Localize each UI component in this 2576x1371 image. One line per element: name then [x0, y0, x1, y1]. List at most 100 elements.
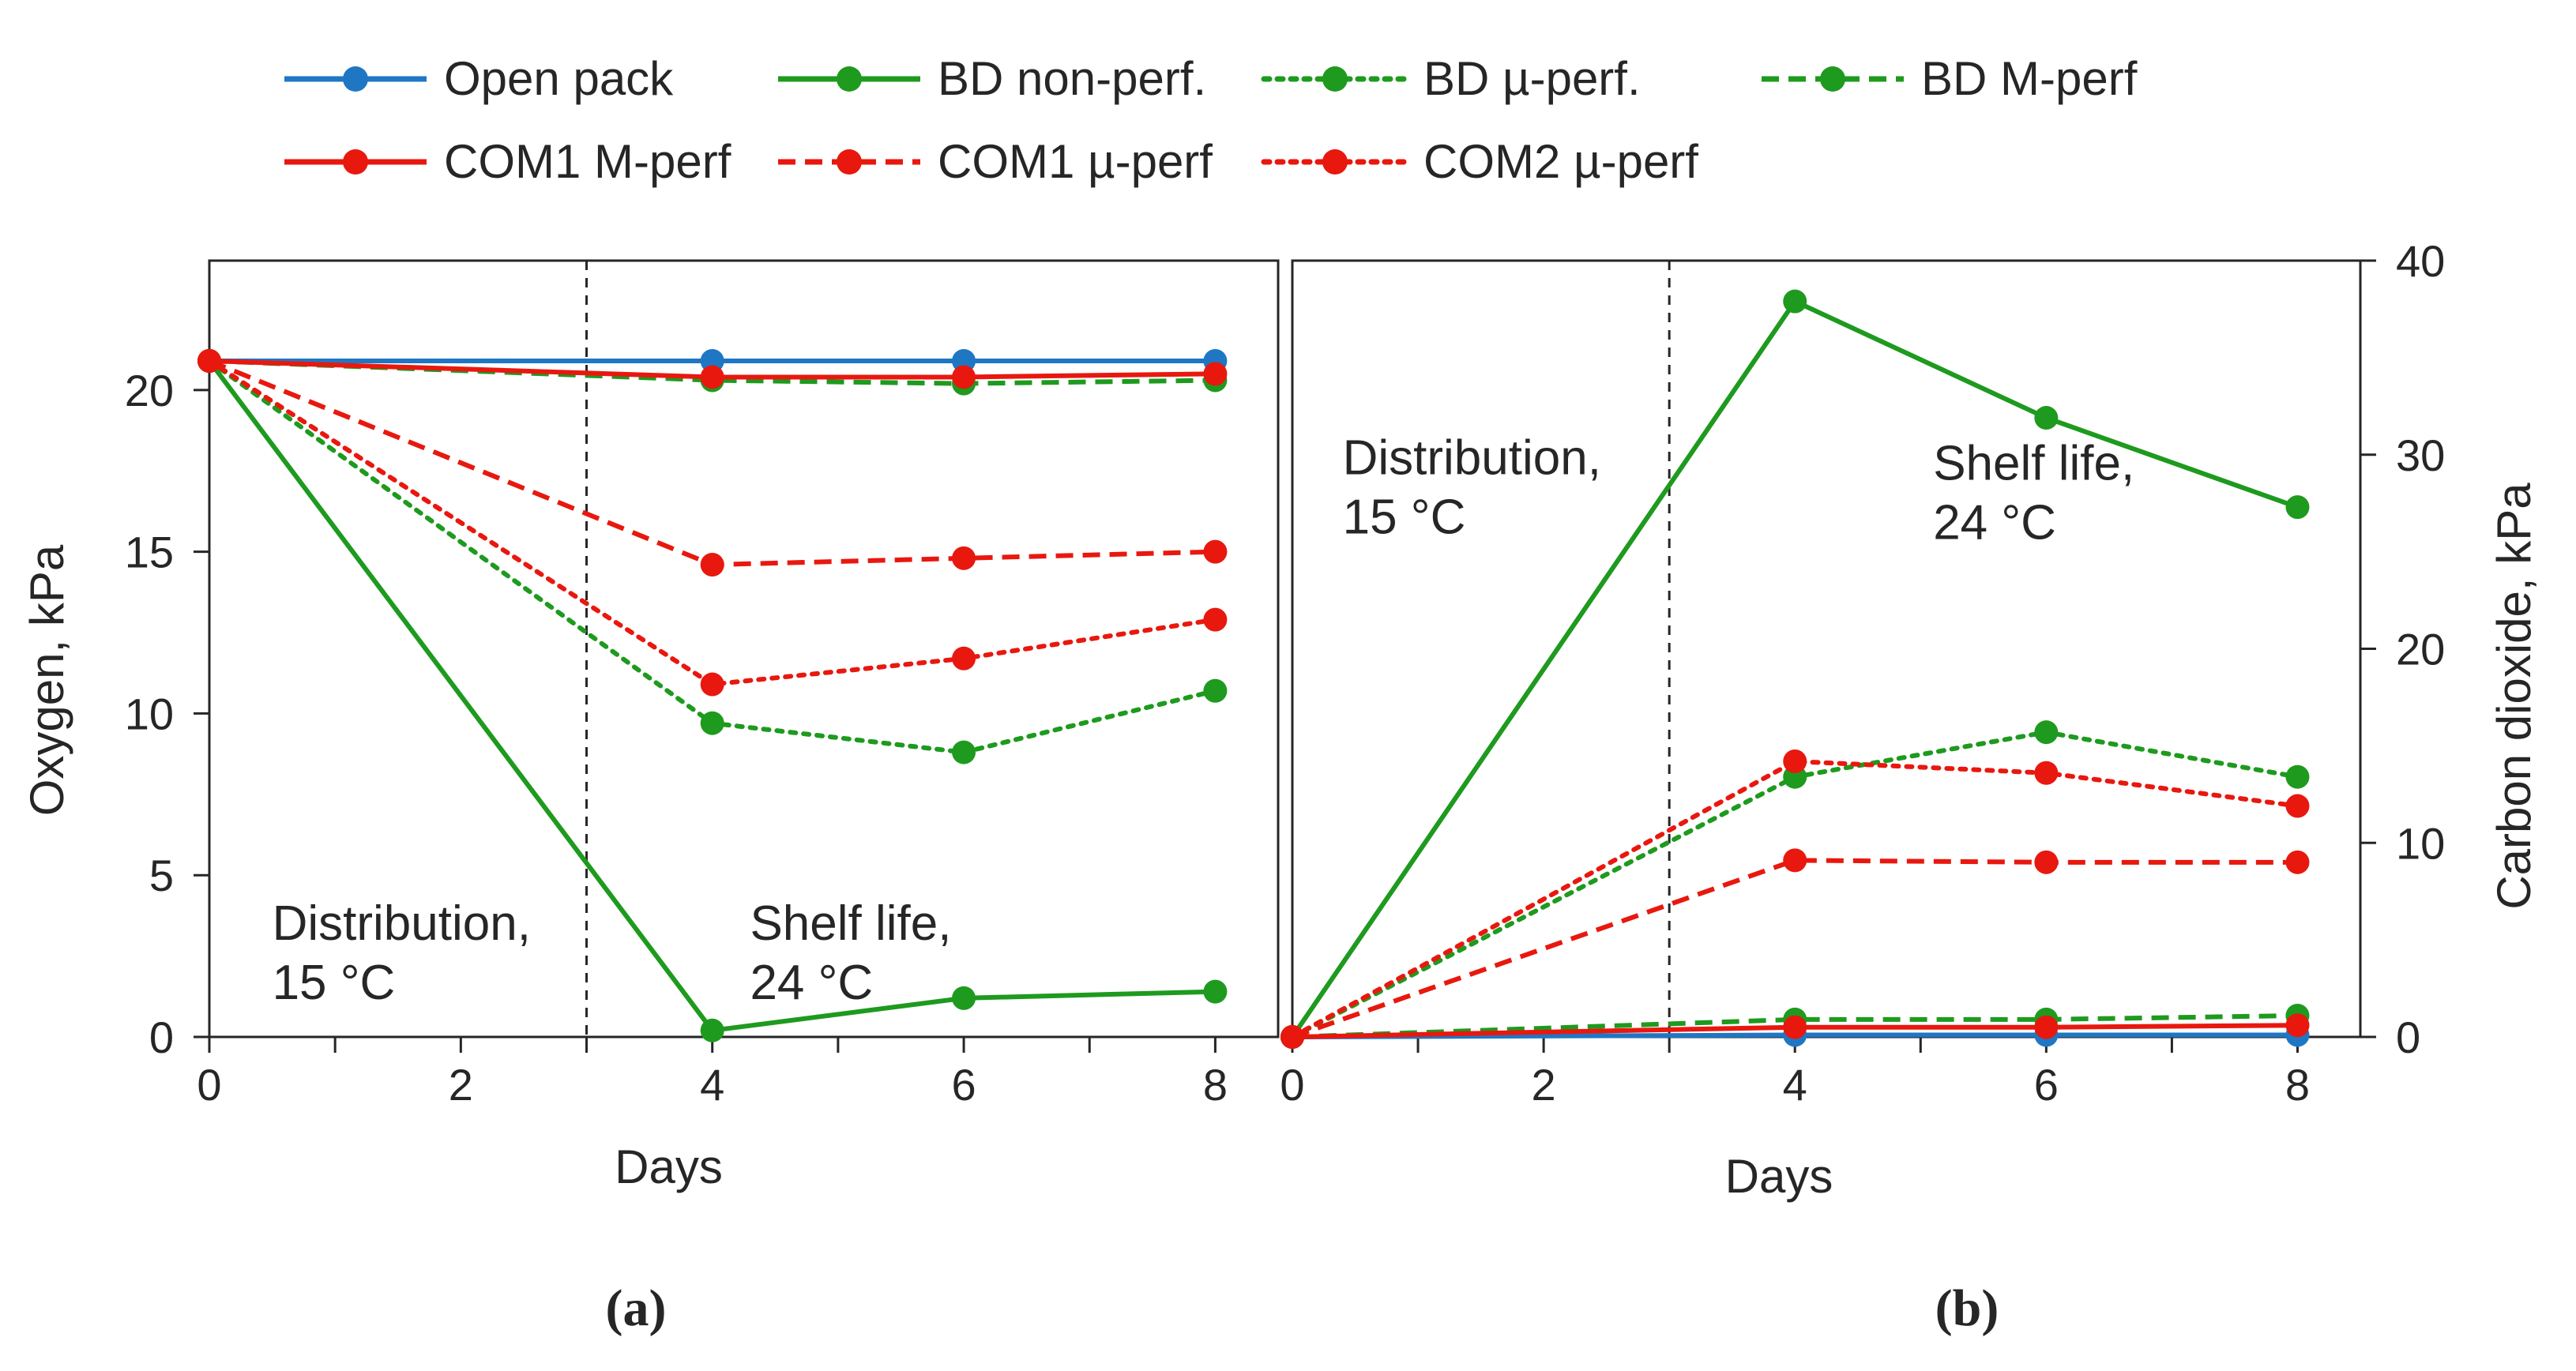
data-point [700, 672, 724, 697]
data-point [2285, 794, 2310, 818]
x-tick-label: 0 [197, 1060, 221, 1110]
annotation-distribution: Distribution,15 °C [1343, 430, 1601, 544]
y-tick-label: 30 [2396, 430, 2445, 480]
series-line [1290, 730, 2300, 1039]
y-tick-label: 15 [125, 528, 174, 577]
data-point [1783, 848, 1807, 873]
y-tick-label: 40 [2396, 236, 2445, 286]
data-point [2034, 850, 2059, 874]
series-line [207, 359, 1216, 1033]
series-line [207, 358, 1218, 755]
data-point [1203, 979, 1228, 1004]
data-point [700, 711, 724, 735]
data-point [952, 740, 976, 764]
data-point [1280, 1025, 1304, 1049]
legend-label: COM1 µ-perf [938, 135, 1213, 188]
panel-b-carbon-dioxide-chart: 0 2 4 6 8 0 10 20 30 40 Days Carbon dioxide, kPa Dis… [1280, 236, 2540, 1337]
series-group [197, 348, 1228, 1042]
data-point [2285, 495, 2310, 520]
data-point [1783, 749, 1807, 774]
plot-area [208, 259, 1280, 1039]
series-com2-mu-perf [197, 348, 1228, 697]
panel-label: (b) [1935, 1279, 1999, 1337]
plot-area [1291, 259, 2362, 1039]
y-tick-label: 20 [2396, 625, 2445, 674]
data-point [952, 546, 976, 570]
legend-marker [1322, 66, 1348, 92]
series-line [208, 359, 1216, 568]
x-tick-label: 0 [1280, 1060, 1304, 1110]
y-tick-label: 10 [2396, 818, 2445, 868]
legend-item-open-pack: Open pack [284, 52, 674, 105]
legend-item-com1-m-perf: COM1 M-perf [284, 135, 731, 188]
legend-marker [837, 66, 862, 92]
annotation-distribution: Distribution,15 °C [273, 896, 531, 1010]
data-point [700, 553, 724, 577]
series-line [207, 358, 1218, 687]
panel-label: (a) [606, 1279, 667, 1337]
panel-a-oxygen-chart: 0 2 4 6 8 0 5 10 15 20 Days Oxygen, kPa Distribution… [21, 259, 1280, 1337]
data-point [952, 986, 976, 1010]
legend: Open pack BD non-perf. BD µ-perf. BD M-perf… [284, 52, 2138, 188]
y-tick-label: 20 [125, 366, 174, 415]
x-tick-label: 2 [1532, 1060, 1556, 1110]
annotation-text: 15 °C [273, 956, 396, 1010]
legend-item-bd-m-perf: BD M-perf [1762, 52, 2138, 105]
x-axis-title: Days [615, 1140, 723, 1193]
legend-item-bd-mu-perf: BD µ-perf. [1261, 52, 1641, 105]
data-point [700, 365, 724, 389]
legend-label: Open pack [444, 52, 674, 105]
legend-marker [343, 149, 368, 175]
series-line [1292, 1023, 2298, 1039]
x-tick-label: 4 [1783, 1060, 1807, 1110]
legend-item-com1-mu-perf: COM1 µ-perf [778, 135, 1213, 188]
x-tick-label: 4 [700, 1060, 724, 1110]
x-tick-label: 6 [951, 1060, 976, 1110]
series-line [1292, 1032, 2298, 1039]
series-line [1290, 299, 2299, 1039]
x-axis-title: Days [1725, 1150, 1833, 1203]
x-tick-label: 2 [449, 1060, 473, 1110]
series-group [1280, 289, 2310, 1049]
legend-marker [343, 66, 368, 92]
series-line [1292, 1012, 2298, 1039]
legend-label: BD M-perf [1921, 52, 2138, 105]
annotation-text: 24 °C [1933, 496, 2056, 550]
y-tick-label: 10 [125, 689, 174, 738]
data-point [1203, 362, 1228, 386]
y-tick-label: 0 [2396, 1012, 2420, 1062]
series-line [1292, 858, 2298, 1039]
data-point [197, 348, 221, 373]
annotation-shelf-life: Shelf life,24 °C [750, 896, 951, 1010]
y-axis-title: Carbon dioxide, kPa [2488, 483, 2540, 910]
legend-label: BD µ-perf. [1423, 52, 1641, 105]
data-point [1783, 1015, 1807, 1039]
legend-label: BD non-perf. [938, 52, 1206, 105]
y-tick-label: 5 [149, 851, 174, 900]
legend-label: COM2 µ-perf [1423, 135, 1698, 188]
annotation-shelf-life: Shelf life,24 °C [1933, 437, 2134, 550]
x-tick-label: 6 [2034, 1060, 2059, 1110]
data-point [700, 1018, 724, 1042]
series-line [1290, 759, 2300, 1039]
annotation-text: 24 °C [750, 956, 873, 1010]
data-point [1783, 289, 1807, 314]
y-tick-label: 0 [149, 1012, 174, 1062]
data-point [2034, 1015, 2059, 1039]
data-point [1203, 539, 1228, 564]
series-line [209, 358, 1216, 380]
annotation-text: Distribution, [1343, 430, 1601, 485]
legend-item-bd-non-perf: BD non-perf. [778, 52, 1206, 105]
annotation-text: Shelf life, [1933, 437, 2134, 491]
data-point [1203, 678, 1228, 703]
annotation-text: Distribution, [273, 896, 531, 951]
series-com2-mu-perf [1280, 749, 2310, 1049]
legend-marker [1820, 66, 1845, 92]
legend-item-com2-mu-perf: COM2 µ-perf [1261, 135, 1698, 188]
series-bd-non-perf [1280, 289, 2310, 1049]
data-point [2034, 720, 2059, 745]
annotation-text: 15 °C [1343, 490, 1466, 544]
legend-label: COM1 M-perf [444, 135, 731, 188]
annotation-text: Shelf life, [750, 896, 951, 951]
